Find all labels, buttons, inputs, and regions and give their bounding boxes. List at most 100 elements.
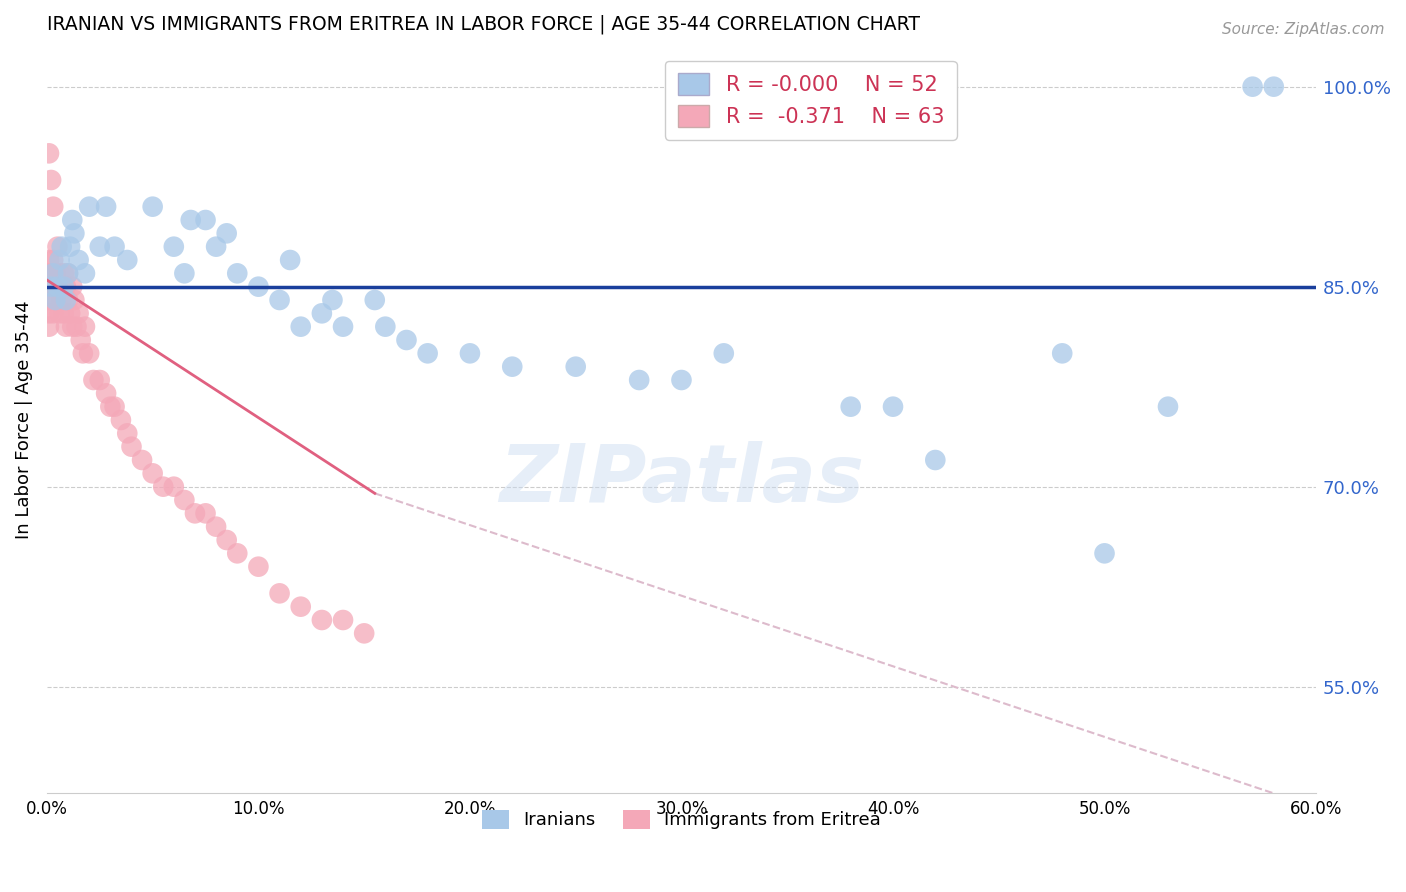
Point (46, 279, 69, 293)
Point (44, 293, 66, 307)
Point (121, 440, 143, 454)
Point (48, 266, 70, 280)
Point (38, 293, 60, 307)
Point (89, 373, 111, 387)
Point (247, 559, 270, 574)
Point (416, 346, 439, 360)
Point (142, 467, 165, 481)
Point (55, 319, 77, 334)
Point (38, 279, 60, 293)
Point (39, 173, 62, 187)
Point (173, 493, 195, 508)
Y-axis label: In Labor Force | Age 35-44: In Labor Force | Age 35-44 (15, 301, 32, 540)
Point (42, 266, 65, 280)
Point (117, 426, 139, 441)
Point (39, 266, 62, 280)
Point (44, 293, 66, 307)
Point (1157, 400, 1180, 414)
Point (60, 213, 83, 227)
Point (42, 252, 65, 267)
Point (163, 480, 186, 494)
Point (69, 333, 91, 347)
Point (117, 252, 139, 267)
Point (51, 279, 73, 293)
Point (163, 240, 186, 254)
Point (48, 306, 70, 320)
Point (924, 453, 946, 467)
Point (110, 413, 132, 427)
Point (184, 506, 207, 520)
Text: IRANIAN VS IMMIGRANTS FROM ERITREA IN LABOR FORCE | AGE 35-44 CORRELATION CHART: IRANIAN VS IMMIGRANTS FROM ERITREA IN LA… (46, 15, 920, 35)
Point (194, 506, 217, 520)
Point (39, 293, 62, 307)
Point (38, 319, 60, 334)
Point (67, 306, 90, 320)
Point (63, 293, 86, 307)
Point (290, 599, 312, 614)
Point (65, 319, 87, 334)
Point (215, 227, 238, 241)
Point (60, 319, 83, 334)
Point (269, 293, 291, 307)
Point (55, 293, 77, 307)
Point (103, 400, 125, 414)
Point (55, 279, 77, 293)
Point (77, 346, 100, 360)
Point (205, 519, 228, 533)
Point (142, 200, 165, 214)
Point (364, 293, 387, 307)
Point (194, 213, 217, 227)
Point (39, 279, 62, 293)
Point (1263, 79, 1285, 94)
Point (290, 319, 312, 334)
Point (1241, 79, 1264, 94)
Point (56, 293, 79, 307)
Point (60, 279, 83, 293)
Point (46, 279, 69, 293)
Point (44, 266, 66, 280)
Point (42, 200, 65, 214)
Point (332, 319, 354, 334)
Point (63, 227, 86, 241)
Point (77, 200, 100, 214)
Point (131, 453, 153, 467)
Point (1050, 346, 1073, 360)
Point (56, 266, 79, 280)
Point (269, 586, 291, 600)
Point (38, 306, 60, 320)
Point (42, 306, 65, 320)
Point (72, 346, 94, 360)
Point (882, 400, 904, 414)
Point (73, 319, 96, 334)
Point (226, 266, 249, 280)
Point (39, 279, 62, 293)
Point (48, 252, 70, 267)
Point (52, 266, 75, 280)
Point (332, 613, 354, 627)
Point (46, 240, 69, 254)
Point (311, 613, 333, 627)
Point (501, 359, 523, 374)
Legend: Iranians, Immigrants from Eritrea: Iranians, Immigrants from Eritrea (475, 803, 889, 837)
Point (215, 533, 238, 547)
Point (103, 240, 125, 254)
Point (353, 626, 375, 640)
Point (839, 400, 862, 414)
Text: ZIPatlas: ZIPatlas (499, 441, 863, 519)
Point (173, 266, 195, 280)
Point (94, 386, 117, 401)
Point (1094, 546, 1116, 560)
Point (628, 373, 651, 387)
Point (52, 279, 75, 293)
Point (395, 333, 418, 347)
Point (205, 240, 228, 254)
Point (180, 213, 202, 227)
Point (564, 359, 586, 374)
Point (52, 306, 75, 320)
Point (67, 252, 90, 267)
Point (42, 279, 65, 293)
Point (38, 252, 60, 267)
Point (51, 240, 73, 254)
Point (311, 306, 333, 320)
Point (82, 373, 104, 387)
